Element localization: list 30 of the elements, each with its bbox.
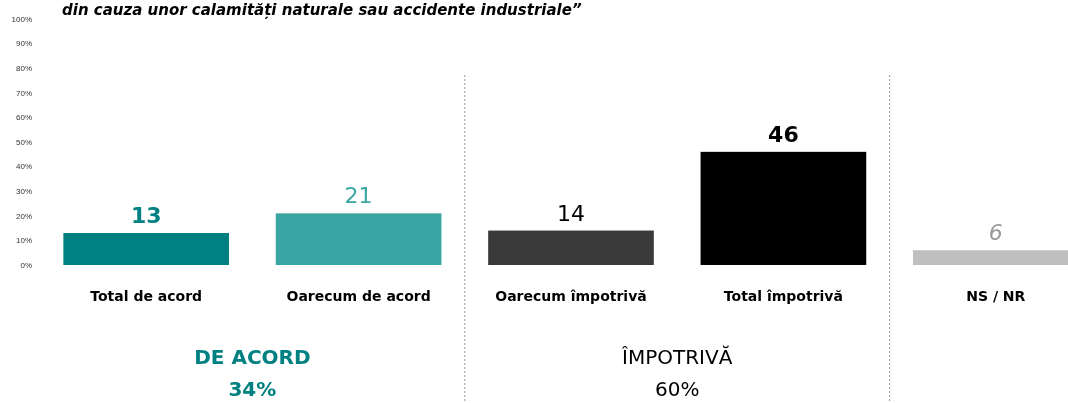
y-tick-label: 20% [15,211,32,221]
bar [700,151,867,265]
x-tick-label: Total de acord [90,288,203,304]
y-tick-label: 80% [15,64,32,73]
y-tick-label: 70% [15,88,32,98]
data-label: 6 [988,220,1003,246]
text: 60% [654,377,700,401]
bar [488,230,654,265]
x-tick-label: Total împotrivă [723,288,843,304]
text: DE ACORD [194,345,311,369]
chart-title: din cauza unor calamități naturale sau accidente industriale” [62,1,582,19]
data-label: 46 [768,121,799,147]
y-tick-label: 60% [15,113,32,123]
data-label: 21 [344,183,373,209]
y-tick-label: 100% [11,14,32,24]
y-tick-label: 10% [15,236,32,246]
bar [63,233,230,265]
data-label: 14 [557,200,585,226]
x-tick-label: Oarecum de acord [286,288,431,304]
y-tick-label: 90% [15,39,32,49]
y-tick-label: 50% [15,137,32,147]
text: ÎMPOTRIVĂ [621,345,733,369]
y-tick-label: 30% [15,187,32,196]
y-tick-label: 40% [15,162,32,172]
text: 34% [228,377,277,401]
x-tick-label: Oarecum împotrivă [495,288,647,304]
bar [275,213,442,265]
x-tick-label: NS / NR [966,288,1026,304]
y-tick-label: 0% [20,260,32,270]
data-label: 13 [130,203,162,229]
